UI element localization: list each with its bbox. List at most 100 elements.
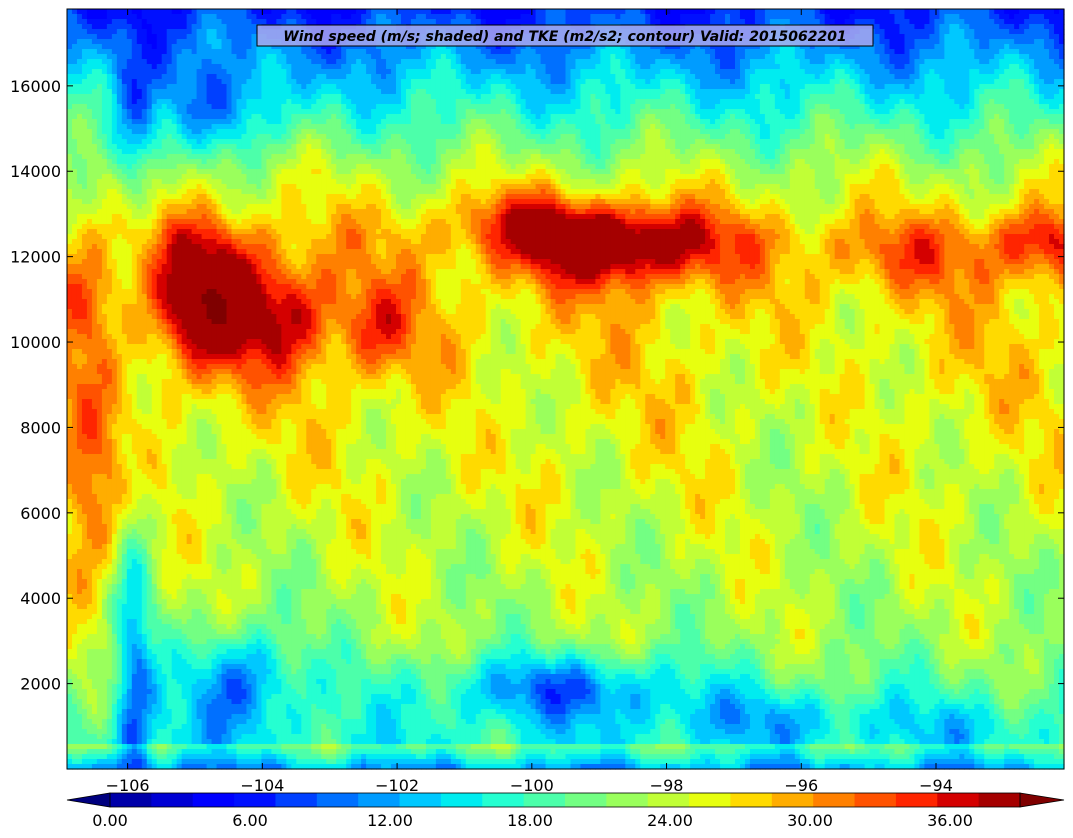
field-cell [904,24,911,30]
field-cell [126,39,133,45]
field-cell [720,64,726,70]
field-cell [615,44,621,50]
field-cell [271,79,277,85]
field-cell [859,69,866,75]
field-cell [680,94,686,100]
field-cell [1044,119,1050,125]
field-cell [445,104,452,110]
field-cell [754,49,761,55]
field-cell [1049,19,1055,25]
field-cell [575,99,582,105]
field-cell [410,124,417,130]
field-cell [744,9,751,15]
field-cell [391,104,397,110]
field-cell [525,44,532,50]
field-cell [1044,99,1050,105]
field-cell [445,69,452,75]
field-cell [525,59,532,65]
field-cell [520,79,527,85]
field-cell [391,129,397,135]
field-cell [695,84,701,90]
field-cell [445,9,452,15]
field-cell [206,89,213,95]
field-cell [176,89,183,95]
field-cell [520,94,527,100]
field-cell [1054,114,1060,120]
field-cell [645,49,651,55]
field-cell [540,9,547,15]
field-cell [645,104,651,110]
field-cell [989,104,995,110]
field-cell [376,129,382,135]
field-cell [281,19,287,25]
field-cell [1029,19,1035,25]
field-cell [141,24,148,30]
field-cell [306,89,312,95]
field-cell [86,24,93,30]
field-cell [1039,19,1045,25]
field-cell [211,79,218,85]
field-cell [585,124,592,130]
field-cell [685,84,691,90]
field-cell [784,79,791,85]
field-cell [590,124,597,130]
field-cell [401,129,407,135]
field-cell [301,19,307,25]
field-cell [181,124,188,130]
field-cell [490,104,497,110]
field-cell [759,79,766,85]
field-cell [176,99,183,105]
field-cell [705,9,711,15]
field-cell [545,84,552,90]
field-cell [909,129,916,135]
field-cell [685,99,691,105]
field-cell [386,84,392,90]
field-cell [386,79,392,85]
field-cell [764,94,771,100]
field-cell [415,129,422,135]
field-cell [590,99,597,105]
field-cell [774,129,781,135]
field-cell [106,119,113,125]
field-cell [635,14,641,20]
field-cell [1024,104,1030,110]
field-cell [650,54,656,60]
field-cell [470,84,477,90]
field-cell [700,94,706,100]
field-cell [535,54,542,60]
field-cell [420,94,427,100]
field-cell [715,69,721,75]
field-cell [884,109,891,115]
field-cell [1034,114,1040,120]
field-cell [680,79,686,85]
field-cell [680,129,686,135]
field-cell [291,94,297,100]
field-cell [734,79,741,85]
field-cell [754,64,761,70]
field-cell [151,49,158,55]
field-cell [141,119,148,125]
field-cell [959,49,965,55]
field-cell [76,94,83,100]
field-cell [1044,94,1050,100]
field-cell [610,89,616,95]
field-cell [371,109,377,115]
field-cell [535,94,542,100]
field-cell [939,39,945,45]
field-cell [929,24,935,30]
field-cell [116,94,123,100]
field-cell [989,69,995,75]
field-cell [969,119,975,125]
field-cell [809,114,816,120]
field-cell [889,64,896,70]
field-cell [730,9,736,15]
field-cell [909,24,916,30]
field-cell [1049,94,1055,100]
field-cell [640,79,646,85]
field-cell [351,69,357,75]
field-cell [67,74,73,80]
field-cell [819,9,826,15]
field-cell [954,69,960,75]
field-cell [520,9,527,15]
field-cell [849,129,856,135]
